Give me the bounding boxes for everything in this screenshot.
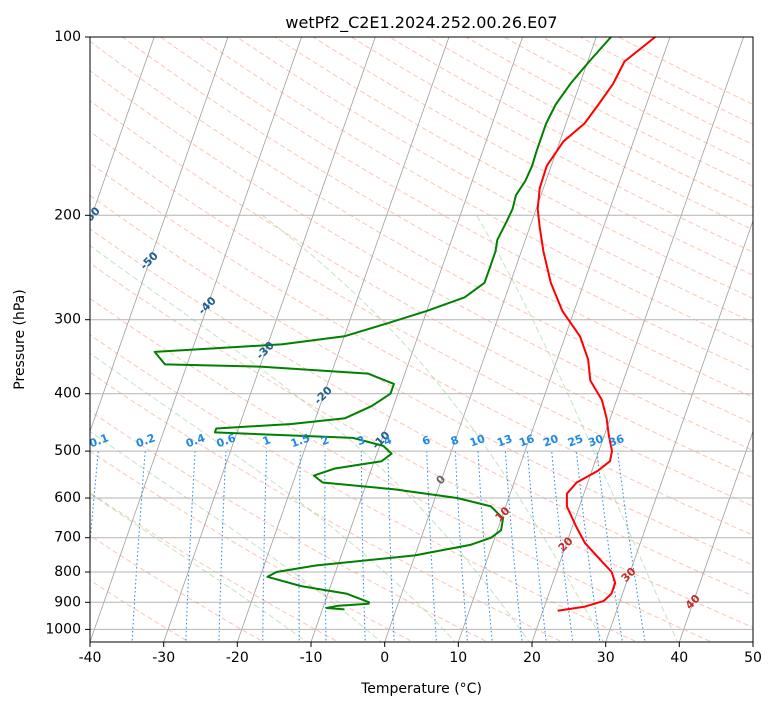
x-tick-label: -30 <box>152 650 175 666</box>
moist-adiabat-line <box>90 244 531 642</box>
x-tick-label: 20 <box>523 650 541 666</box>
dry-adiabat-line <box>90 194 753 566</box>
x-tick-label: -40 <box>79 650 102 666</box>
y-tick-label: 900 <box>54 594 81 610</box>
mixing-ratio-label: 0.4 <box>184 431 207 450</box>
dry-adiabat-line <box>159 37 753 373</box>
mixing-ratio-line <box>185 451 196 642</box>
isotherm-line <box>236 37 450 642</box>
series-layer <box>153 37 656 612</box>
y-tick-label: 800 <box>54 564 81 580</box>
mixing-ratio-line <box>617 451 646 642</box>
moist-adiabat-line <box>90 430 382 642</box>
moist-adiabat-line <box>90 352 456 642</box>
mixing-ratio-line <box>387 451 395 642</box>
mixing-ratio-line <box>262 451 268 642</box>
mixing-ratio-label: 36 <box>607 432 626 450</box>
mixing-ratio-label: 4 <box>382 433 394 448</box>
isotherm-line <box>531 37 745 642</box>
x-tick-label: 10 <box>449 650 467 666</box>
mixing-ratio-label: 1 <box>261 433 273 448</box>
isotherm-line <box>457 37 671 642</box>
mixing-ratio-label: 3 <box>355 433 367 448</box>
y-tick-label: 200 <box>54 207 81 223</box>
grid-layer <box>90 37 753 642</box>
isotherm-line <box>605 219 753 642</box>
isotherm-line <box>90 37 155 223</box>
x-tick-label: 50 <box>744 650 762 666</box>
y-tick-label: 400 <box>54 386 81 402</box>
y-tick-label: 600 <box>54 490 81 506</box>
dry-adiabat-line <box>90 162 753 536</box>
mixing-ratio-label: 25 <box>566 432 585 449</box>
mixing-ratio-label: 13 <box>495 432 514 449</box>
dry-adiabat-line <box>90 40 753 425</box>
x-axis-label: Temperature (°C) <box>360 681 482 697</box>
moist-adiabat-line <box>262 214 605 642</box>
mixing-ratio-label: 6 <box>421 433 433 448</box>
mixing-ratio-label: 30 <box>586 432 605 450</box>
y-tick-label: 500 <box>54 443 81 459</box>
dry-adiabat-line <box>90 70 753 451</box>
x-tick-label: -20 <box>226 650 249 666</box>
mixing-ratio-label: 16 <box>517 432 536 450</box>
mixing-ratio-label: 1.5 <box>289 431 312 450</box>
x-tick-label: 30 <box>597 650 615 666</box>
x-tick-label: -10 <box>300 650 323 666</box>
isotherm-line <box>384 37 597 642</box>
isotherm-line <box>163 37 376 642</box>
y-tick-label: 1000 <box>45 621 81 637</box>
dry-adiabat-line <box>197 37 753 348</box>
x-tick-label: 40 <box>670 650 688 666</box>
isotherm-line <box>678 430 753 642</box>
temperature-line <box>536 37 656 612</box>
x-tick-label: 0 <box>380 650 389 666</box>
isotherm-line <box>90 37 229 433</box>
mixing-ratio-label: 8 <box>449 433 461 448</box>
dewpoint-line <box>153 37 612 611</box>
mixing-ratio-label: 0.2 <box>134 431 157 450</box>
dry-adiabat-line <box>90 297 713 642</box>
moist-adiabat-line <box>90 492 308 642</box>
isotherm-line <box>90 37 303 642</box>
isotherm-line <box>310 37 524 642</box>
mixing-ratio-line <box>218 451 227 642</box>
chart-title: wetPf2_C2E1.2024.252.00.26.E07 <box>285 13 557 33</box>
moist-adiabat-line <box>476 215 678 642</box>
y-axis-label: Pressure (hPa) <box>12 289 28 389</box>
dry-adiabat-line <box>90 130 753 507</box>
y-tick-label: 700 <box>54 530 81 546</box>
plot-frame <box>89 36 754 643</box>
y-tick-label: 100 <box>54 29 81 45</box>
axes-layer: -40 -30 -20 -10 0 10 20 30 40 5010020030040050060… <box>45 29 762 666</box>
mixing-ratio-label: 2 <box>319 433 331 448</box>
dry-adiabat-line <box>90 228 753 597</box>
mixing-ratio-line <box>360 451 366 642</box>
y-tick-label: 300 <box>54 312 81 328</box>
mixing-ratio-label: 10 <box>468 432 487 450</box>
mixing-ratio-label: 20 <box>541 432 560 450</box>
mixing-ratio-line <box>298 451 301 642</box>
mixing-ratio-line <box>324 451 327 642</box>
mixing-ratio-label: 0.6 <box>215 431 238 450</box>
